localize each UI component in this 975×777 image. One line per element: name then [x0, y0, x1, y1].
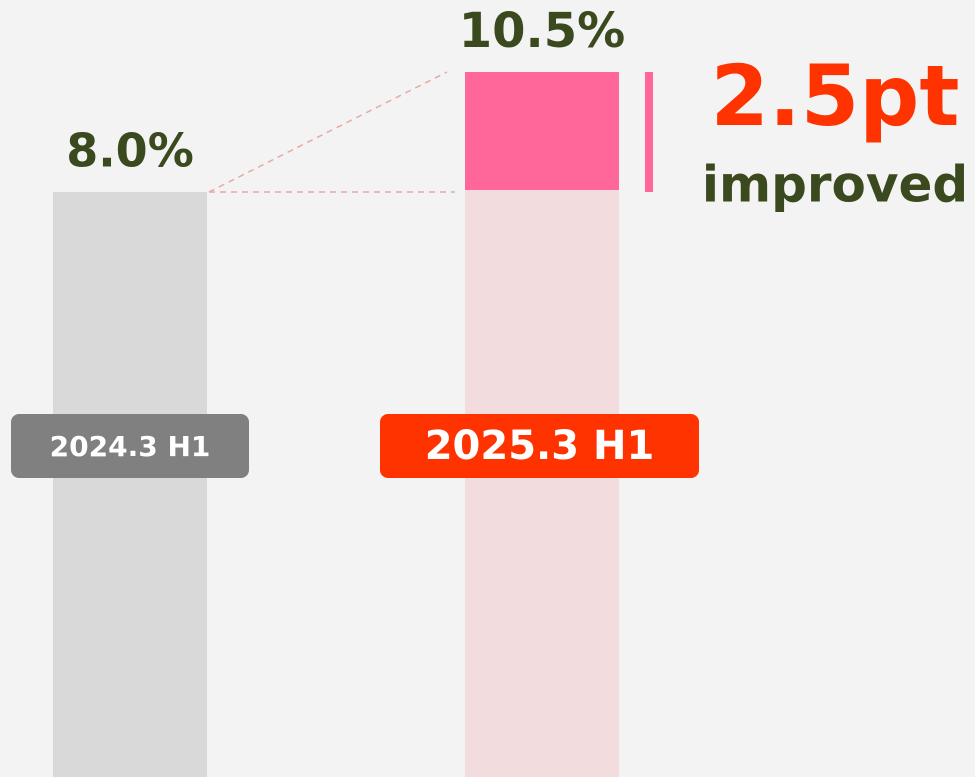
category-badge: [11, 414, 249, 478]
value-label: 10.5%: [459, 3, 626, 59]
guide-line: [208, 71, 448, 193]
difference-label: 2.5pt: [710, 47, 959, 145]
category-label: 2025.3 H1: [425, 423, 655, 469]
category-label: 2024.3 H1: [50, 430, 211, 463]
increase-segment: [465, 72, 619, 190]
value-label: 8.0%: [66, 124, 194, 178]
category-badge: [380, 414, 699, 478]
bar: [53, 192, 207, 777]
difference-caption: improved: [702, 156, 968, 214]
